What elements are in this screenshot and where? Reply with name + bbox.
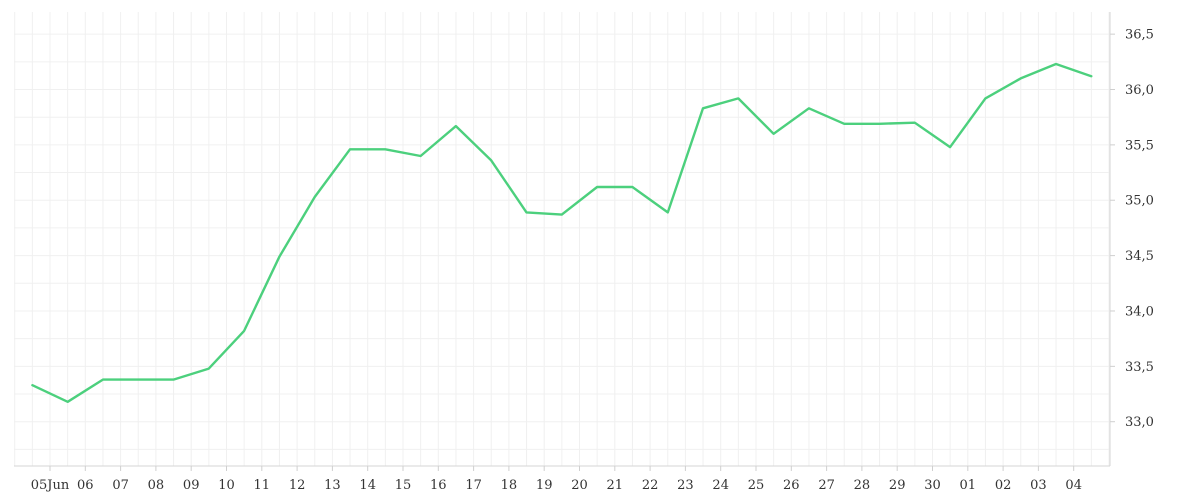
x-tick-label: 28	[854, 478, 871, 493]
x-tick-label: 04	[1065, 478, 1082, 493]
series-layer	[31, 62, 1093, 403]
x-tick-label: 20	[571, 478, 588, 493]
y-tick-label: 33,0	[1125, 415, 1154, 430]
x-tick-label: 22	[642, 478, 659, 493]
x-tick-label: 08	[148, 478, 165, 493]
y-tick-label: 33,5	[1125, 360, 1154, 375]
x-tick-label: 19	[536, 478, 553, 493]
x-tick-label: 16	[430, 478, 447, 493]
x-tick-label: 02	[995, 478, 1012, 493]
x-tick-label: 25	[748, 478, 765, 493]
y-tick-label: 36,5	[1125, 28, 1154, 43]
x-tick-label: 30	[924, 478, 941, 493]
x-tick-label: 26	[783, 478, 800, 493]
tick-labels: 33,0 33,5 34,0 34,5 35,0 35,5 36,0 36,5 05Jun 06 0…	[31, 28, 1154, 493]
x-tick-label: 23	[677, 478, 694, 493]
x-tick-label: 10	[218, 478, 235, 493]
y-tick-label: 35,5	[1125, 138, 1154, 153]
x-tick-label: 07	[112, 478, 129, 493]
x-tick-label: 21	[607, 478, 624, 493]
x-tick-label: 24	[712, 478, 729, 493]
x-tick-label: 15	[395, 478, 412, 493]
y-tick-label: 36,0	[1125, 83, 1154, 98]
x-tick-label: 27	[818, 478, 835, 493]
x-tick-label: 17	[465, 478, 482, 493]
x-tick-label: 11	[254, 478, 271, 493]
y-tick-label: 34,0	[1125, 304, 1154, 319]
grid	[14, 12, 1110, 466]
x-tick-label: 03	[1030, 478, 1047, 493]
x-tick-label: 14	[359, 478, 376, 493]
x-tick-label: 01	[960, 478, 977, 493]
x-tick-label: 13	[324, 478, 341, 493]
x-tick-label: 29	[889, 478, 906, 493]
x-tick-label: 12	[289, 478, 306, 493]
x-tick-label: 05Jun	[31, 478, 70, 493]
x-tick-label: 06	[77, 478, 94, 493]
y-tick-label: 35,0	[1125, 194, 1154, 209]
x-tick-label: 09	[183, 478, 200, 493]
y-tick-label: 34,5	[1125, 249, 1154, 264]
series-line	[31, 62, 1093, 403]
x-tick-label: 18	[501, 478, 518, 493]
axes	[14, 12, 1115, 471]
